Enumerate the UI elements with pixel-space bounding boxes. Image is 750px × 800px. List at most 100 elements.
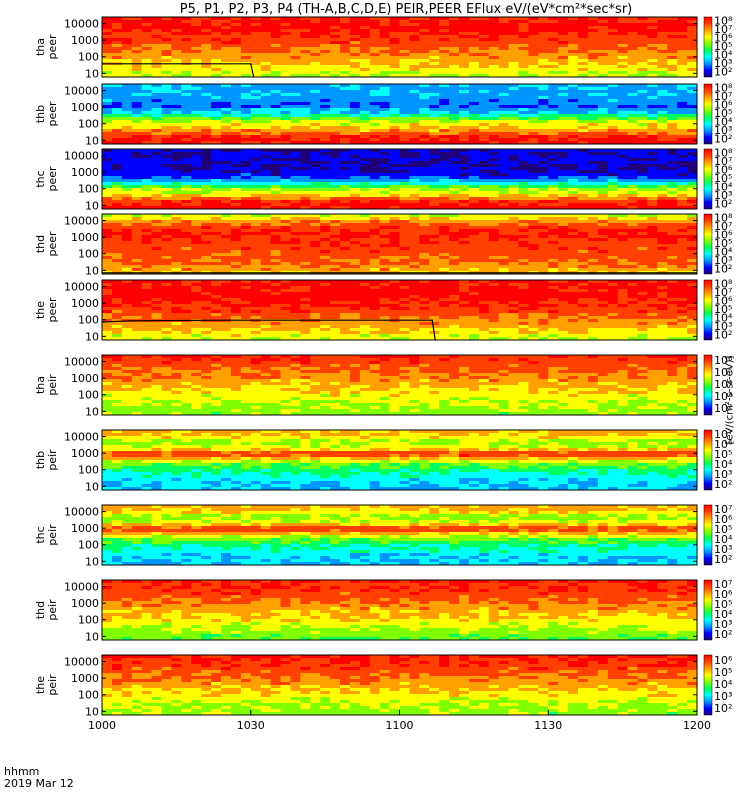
heatmap-cell <box>349 185 361 189</box>
heatmap-cell <box>548 96 559 100</box>
heatmap-cell <box>687 23 698 27</box>
heatmap-cell <box>379 47 390 51</box>
heatmap-cell <box>449 29 460 33</box>
heatmap-cell <box>419 138 430 142</box>
heatmap-cell <box>518 232 529 236</box>
heatmap-cell <box>548 126 559 130</box>
heatmap-cell <box>379 59 390 63</box>
heatmap-cell <box>270 44 281 48</box>
heatmap-cell <box>637 41 648 45</box>
heatmap-cell <box>389 50 400 54</box>
heatmap-cell <box>171 155 182 159</box>
heatmap-cell <box>468 280 480 284</box>
heatmap-cell <box>478 50 490 54</box>
heatmap-cell <box>657 176 668 180</box>
heatmap-cell <box>310 220 321 224</box>
heatmap-cell <box>171 26 182 30</box>
heatmap-cell <box>518 223 529 227</box>
heatmap-cell <box>260 105 271 109</box>
heatmap-cell <box>369 173 381 177</box>
heatmap-cell <box>617 203 628 207</box>
heatmap-cell <box>151 87 162 91</box>
heatmap-cell <box>518 141 529 145</box>
heatmap-cell <box>597 132 609 136</box>
heatmap-cell <box>270 117 281 121</box>
heatmap-cell <box>548 220 559 224</box>
heatmap-cell <box>627 265 638 269</box>
heatmap-cell <box>221 32 232 36</box>
heatmap-cell <box>181 74 192 78</box>
heatmap-cell <box>250 158 262 162</box>
heatmap-cell <box>230 108 242 112</box>
heatmap-cell <box>250 262 262 266</box>
heatmap-cell <box>290 114 301 118</box>
heatmap-cell <box>538 114 549 118</box>
heatmap-cell <box>617 17 628 21</box>
heatmap-cell <box>389 32 400 36</box>
heatmap-cell <box>161 214 172 218</box>
heatmap-cell <box>459 167 470 171</box>
heatmap-cell <box>548 141 559 145</box>
heatmap-cell <box>687 56 698 60</box>
heatmap-cell <box>201 129 212 133</box>
heatmap-cell <box>597 235 609 239</box>
heatmap-cell <box>230 155 242 159</box>
heatmap-cell <box>528 108 539 112</box>
heatmap-cell <box>369 164 381 168</box>
heatmap-cell <box>369 229 381 233</box>
heatmap-cell <box>260 173 271 177</box>
heatmap-cell <box>320 132 331 136</box>
panel-y-label: thcpeer <box>34 166 59 192</box>
heatmap-cell <box>290 206 301 210</box>
heatmap-cell <box>587 29 599 33</box>
heatmap-cell <box>538 35 549 39</box>
heatmap-cell <box>597 96 609 100</box>
heatmap-cell <box>141 194 152 198</box>
heatmap-cell <box>240 68 252 72</box>
heatmap-cell <box>211 220 222 224</box>
heatmap-cell <box>578 99 589 103</box>
heatmap-cell <box>538 138 549 142</box>
heatmap-cell <box>677 268 688 272</box>
heatmap-cell <box>320 108 331 112</box>
heatmap-cell <box>647 280 658 284</box>
heatmap-cell <box>597 191 609 195</box>
heatmap-cell <box>171 203 182 207</box>
heatmap-cell <box>548 167 559 171</box>
heatmap-cell <box>270 20 281 24</box>
heatmap-cell <box>578 87 589 91</box>
heatmap-cell <box>558 84 569 88</box>
heatmap-cell <box>518 105 529 109</box>
heatmap-cell <box>221 223 232 227</box>
heatmap-cell <box>637 44 648 48</box>
heatmap-cell <box>359 56 371 60</box>
heatmap-cell <box>687 126 698 130</box>
heatmap-cell <box>161 185 172 189</box>
heatmap-cell <box>459 217 470 221</box>
heatmap-cell <box>429 262 440 266</box>
heatmap-cell <box>587 173 599 177</box>
heatmap-cell <box>488 105 500 109</box>
heatmap-cell <box>121 149 133 153</box>
heatmap-cell <box>211 29 222 33</box>
heatmap-cell <box>260 47 271 51</box>
heatmap-cell <box>399 105 410 109</box>
heatmap-cell <box>102 220 113 224</box>
heatmap-cell <box>300 167 311 171</box>
heatmap-cell <box>607 59 619 63</box>
heatmap-cell <box>379 50 390 54</box>
heatmap-cell <box>657 23 668 27</box>
heatmap-cell <box>439 90 450 94</box>
heatmap-cell <box>449 164 460 168</box>
heatmap-cell <box>310 262 321 266</box>
heatmap-cell <box>409 223 420 227</box>
heatmap-cell <box>240 20 252 24</box>
heatmap-cell <box>102 102 113 106</box>
heatmap-cell <box>359 152 371 156</box>
heatmap-cell <box>597 232 609 236</box>
heatmap-cell <box>111 176 123 180</box>
heatmap-cell <box>260 126 271 130</box>
heatmap-cell <box>260 114 271 118</box>
heatmap-cell <box>468 250 480 254</box>
heatmap-cell <box>111 265 123 269</box>
